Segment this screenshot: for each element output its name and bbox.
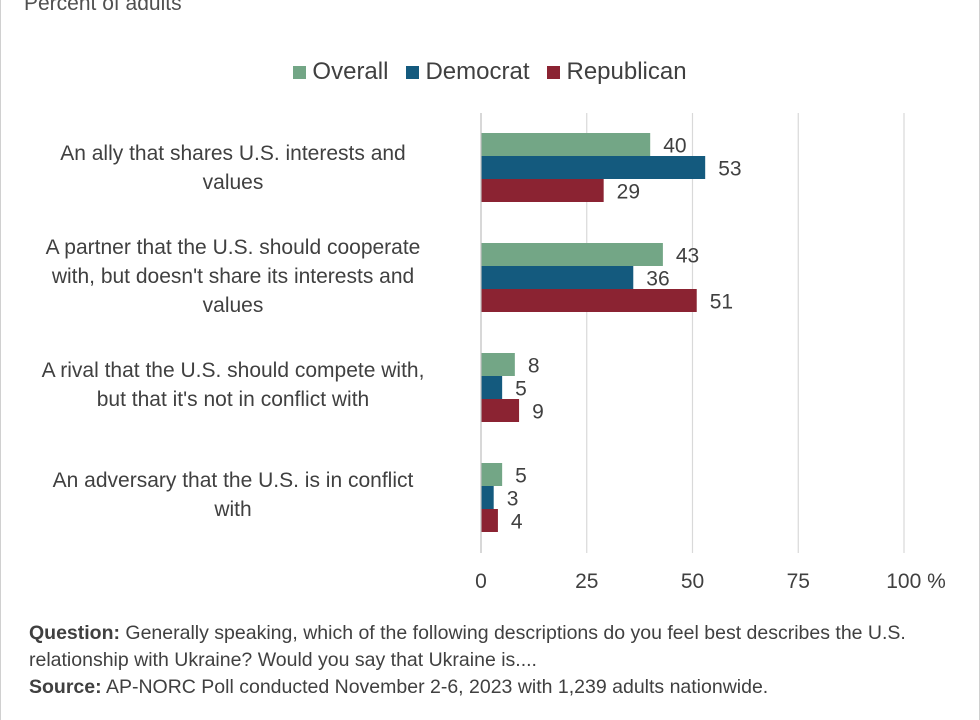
bar-republican-3 xyxy=(481,399,520,422)
x-tick-label-50: 50 xyxy=(681,570,704,593)
category-label-2: A partner that the U.S. should cooperate… xyxy=(8,233,458,320)
category-label-1-line-1: An ally that shares U.S. interests and xyxy=(60,142,406,165)
value-label-republican-2: 51 xyxy=(710,291,733,314)
x-tick-label-25: 25 xyxy=(575,570,598,593)
legend-swatch-republican xyxy=(547,65,561,79)
question-label: Question: xyxy=(29,622,120,644)
bar-overall-1 xyxy=(481,133,651,156)
value-label-democrat-3: 5 xyxy=(515,378,527,401)
value-label-overall-3: 8 xyxy=(528,355,540,378)
value-label-overall-2: 43 xyxy=(676,245,699,268)
bar-democrat-2 xyxy=(481,266,634,289)
bar-democrat-1 xyxy=(481,156,706,179)
bar-republican-1 xyxy=(481,179,604,202)
category-label-2-line-3: values xyxy=(202,294,264,317)
category-label-2-line-1: A partner that the U.S. should cooperate xyxy=(45,236,421,259)
value-label-republican-4: 4 xyxy=(511,511,523,534)
footnote: Question: Generally speaking, which of t… xyxy=(29,620,959,701)
category-label-1-line-2: values xyxy=(202,171,264,194)
category-label-3-line-2: but that it's not in conflict with xyxy=(96,388,370,411)
legend: Overall Democrat Republican xyxy=(0,58,980,86)
category-label-1: An ally that shares U.S. interests and va… xyxy=(8,139,458,197)
bar-overall-2 xyxy=(481,243,663,266)
bar-democrat-4 xyxy=(481,486,494,509)
legend-item-republican: Republican xyxy=(547,58,687,86)
legend-swatch-democrat xyxy=(406,65,420,79)
value-label-democrat-1: 53 xyxy=(718,158,741,181)
value-label-republican-1: 29 xyxy=(617,181,640,204)
category-label-4-line-2: with xyxy=(214,498,252,521)
legend-label-overall: Overall xyxy=(312,58,389,85)
category-label-2-line-2: with, but doesn't share its interests an… xyxy=(51,265,415,288)
legend-label-democrat: Democrat xyxy=(425,58,530,85)
legend-item-overall: Overall xyxy=(293,58,388,86)
value-label-democrat-4: 3 xyxy=(507,488,519,511)
chart-subtitle: Percent of adults xyxy=(24,0,182,15)
question-text: Generally speaking, which of the followi… xyxy=(29,622,906,671)
x-tick-label-100: 100 % xyxy=(886,570,946,593)
category-label-3: A rival that the U.S. should compete wit… xyxy=(8,356,458,414)
legend-swatch-overall xyxy=(293,65,307,79)
bar-democrat-3 xyxy=(481,376,503,399)
category-label-4-line-1: An adversary that the U.S. is in conflic… xyxy=(52,469,414,492)
bar-overall-4 xyxy=(481,463,503,486)
source-label: Source: xyxy=(29,676,102,698)
source-text: AP-NORC Poll conducted November 2-6, 202… xyxy=(105,676,769,698)
legend-item-democrat: Democrat xyxy=(406,58,529,86)
frame-border-left xyxy=(0,0,1,720)
category-label-4: An adversary that the U.S. is in conflic… xyxy=(8,466,458,524)
category-label-3-line-1: A rival that the U.S. should compete wit… xyxy=(41,359,425,382)
question-note: Question: Generally speaking, which of t… xyxy=(29,620,959,674)
source-note: Source: AP-NORC Poll conducted November … xyxy=(29,674,959,701)
x-tick-label-75: 75 xyxy=(787,570,810,593)
legend-label-republican: Republican xyxy=(566,58,687,85)
bar-republican-2 xyxy=(481,289,697,312)
value-label-republican-3: 9 xyxy=(532,401,544,424)
x-tick-label-0: 0 xyxy=(475,570,487,593)
value-label-overall-4: 5 xyxy=(515,465,527,488)
bar-republican-4 xyxy=(481,509,498,532)
bar-overall-3 xyxy=(481,353,515,376)
value-label-democrat-2: 36 xyxy=(646,268,669,291)
value-label-overall-1: 40 xyxy=(663,135,686,158)
